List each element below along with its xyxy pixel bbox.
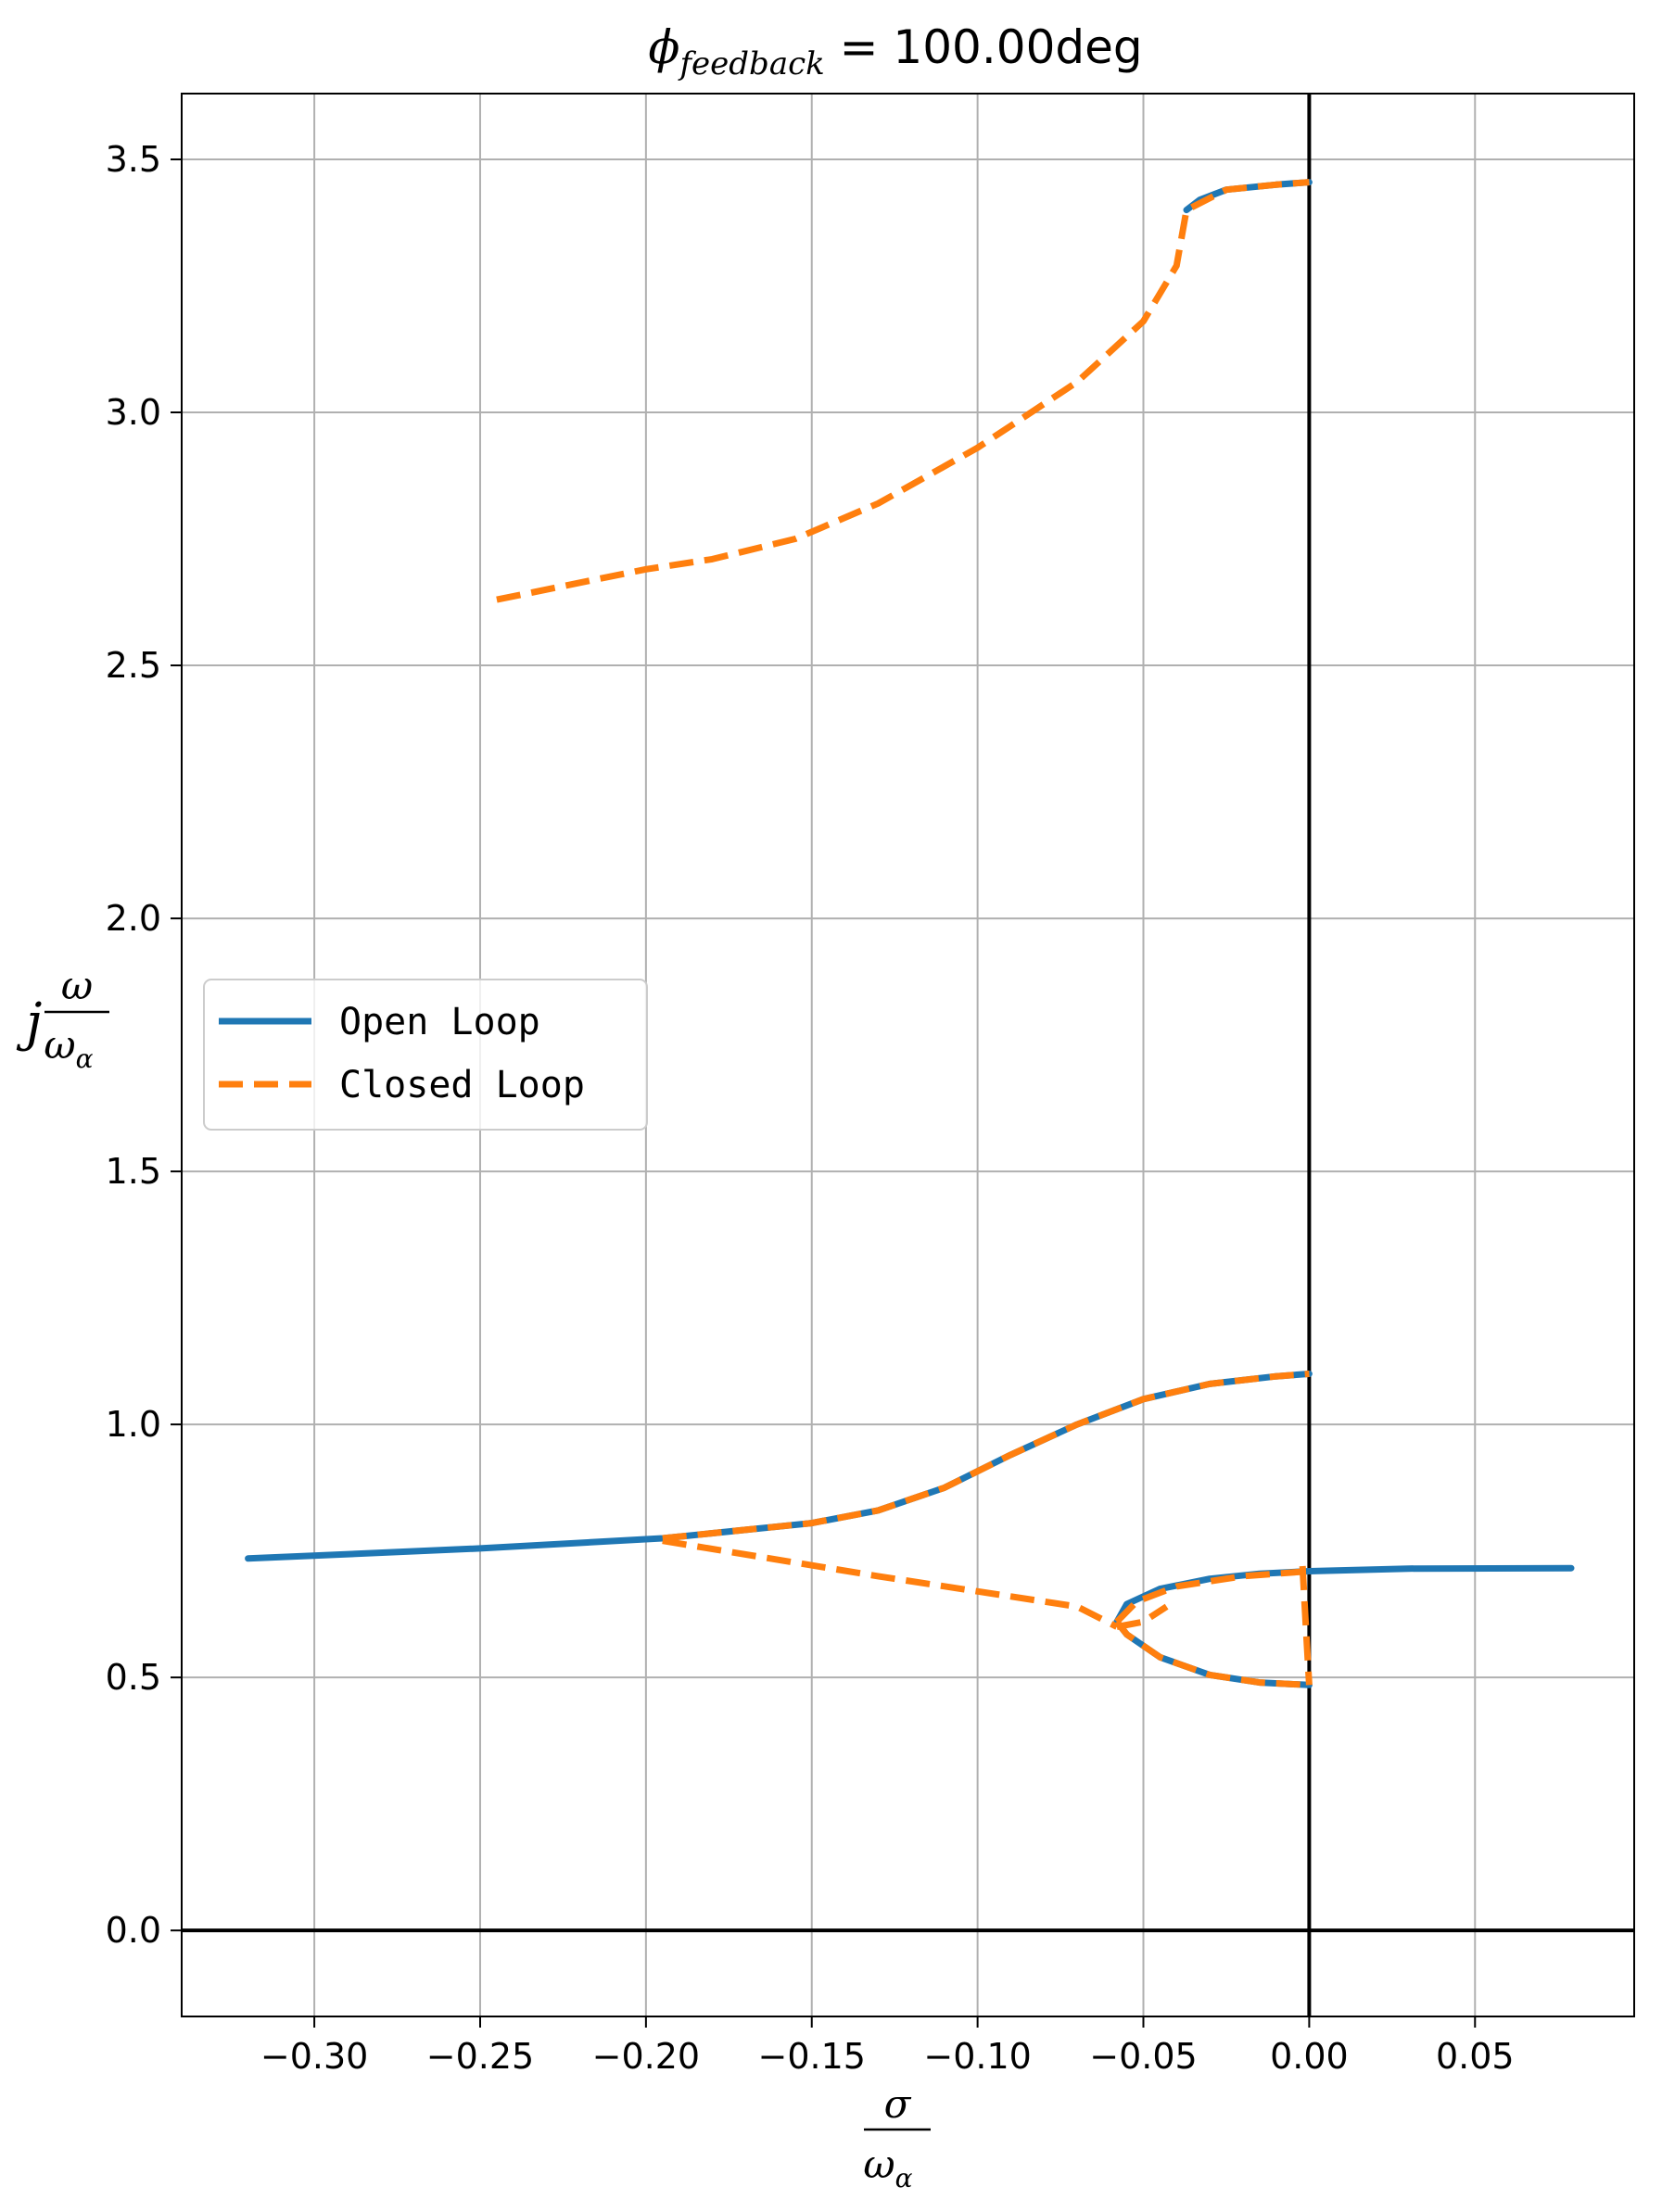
legend-box bbox=[203, 979, 648, 1131]
closed-loop-curve bbox=[1116, 1603, 1169, 1630]
zero-axis-lines bbox=[182, 94, 1634, 2016]
x-tick-label: −0.30 bbox=[260, 2036, 368, 2077]
x-tick-label: 0.00 bbox=[1270, 2036, 1349, 2077]
chart-title: ϕfeedback = 100.00deg bbox=[648, 20, 1142, 82]
closed-loop-curve bbox=[496, 179, 1310, 603]
y-axis-label: j ω ωα bbox=[16, 963, 109, 1074]
y-tick-label: 1.0 bbox=[106, 1404, 161, 1445]
x-axis-label: σ ωα bbox=[863, 2081, 931, 2193]
x-axis-ticks: −0.30 −0.25 −0.20 −0.15 −0.10 −0.05 0.00 0.05 bbox=[260, 2016, 1515, 2077]
x-axis-label-numerator: σ bbox=[884, 2081, 912, 2127]
closed-loop-curve bbox=[1114, 1568, 1310, 1624]
legend-label-closed-loop: Closed Loop bbox=[339, 1064, 585, 1106]
closed-loop-curve bbox=[662, 1371, 1310, 1542]
x-tick-label: −0.10 bbox=[923, 2036, 1031, 2077]
x-tick-label: −0.15 bbox=[758, 2036, 866, 2077]
y-tick-label: 0.5 bbox=[106, 1657, 161, 1698]
x-axis-label-denominator: ωα bbox=[863, 2142, 912, 2193]
y-tick-label: 2.0 bbox=[106, 898, 161, 939]
y-tick-label: 3.5 bbox=[106, 139, 161, 180]
closed-loop-curve bbox=[1299, 1565, 1313, 1686]
x-tick-label: 0.05 bbox=[1436, 2036, 1515, 2077]
series-closed-loop bbox=[496, 179, 1313, 1688]
y-tick-label: 2.5 bbox=[106, 645, 161, 686]
y-tick-label: 1.5 bbox=[106, 1151, 161, 1192]
legend: Open Loop Closed Loop bbox=[203, 979, 648, 1131]
x-tick-label: −0.05 bbox=[1089, 2036, 1197, 2077]
x-tick-label: −0.25 bbox=[426, 2036, 534, 2077]
x-tick-label: −0.20 bbox=[592, 2036, 700, 2077]
closed-loop-curve bbox=[1114, 1619, 1310, 1688]
legend-label-open-loop: Open Loop bbox=[339, 1001, 540, 1043]
y-axis-ticks: 0.0 0.5 1.0 1.5 2.0 2.5 3.0 3.5 bbox=[106, 139, 182, 1951]
y-axis-label-prefix: j bbox=[16, 992, 42, 1053]
y-tick-label: 0.0 bbox=[106, 1910, 161, 1951]
y-axis-label-denominator: ωα bbox=[44, 1022, 93, 1074]
open-loop-curve bbox=[1113, 1564, 1575, 1625]
closed-loop-curve bbox=[662, 1537, 1119, 1630]
y-axis-label-numerator: ω bbox=[61, 963, 93, 1008]
plot-frame bbox=[181, 93, 1635, 2017]
series-layer bbox=[245, 179, 1575, 1688]
y-tick-label: 3.0 bbox=[106, 392, 161, 433]
